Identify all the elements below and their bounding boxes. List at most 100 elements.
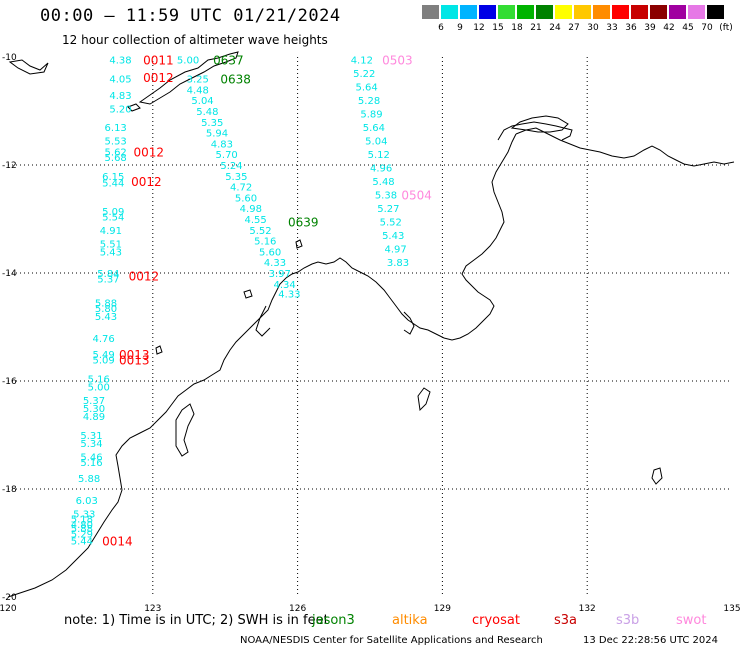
lat-label: -18 bbox=[2, 485, 17, 495]
wave-height-value: 5.53 bbox=[105, 137, 127, 148]
islands-small-2 bbox=[243, 289, 253, 299]
lat-lon-grid bbox=[8, 57, 732, 597]
satellite-name: s3a bbox=[554, 613, 578, 628]
wave-height-value: 5.46 bbox=[80, 453, 102, 464]
wave-height-value: 5.68 bbox=[105, 153, 127, 164]
pass-time-label: 0011 bbox=[143, 54, 174, 68]
wave-height-value: 5.16 bbox=[254, 237, 276, 248]
lat-label: -12 bbox=[2, 161, 17, 171]
map-title: 00:00 – 11:59 UTC 01/21/2024 bbox=[40, 6, 341, 26]
legend-swatch bbox=[460, 5, 477, 19]
wave-height-value: 5.16 bbox=[88, 374, 110, 385]
wave-height-value: 5.43 bbox=[95, 312, 117, 323]
legend-swatch bbox=[707, 5, 724, 19]
wave-height-value: 5.24 bbox=[220, 161, 242, 172]
wave-height-value: 5.38 bbox=[375, 191, 397, 202]
legend-label: 30 bbox=[587, 23, 599, 33]
wave-height-value: 5.51 bbox=[100, 239, 122, 250]
melville-island bbox=[510, 115, 569, 133]
wave-height-value: 6.03 bbox=[76, 496, 98, 507]
legend-swatch bbox=[669, 5, 686, 19]
wave-height-value: 5.09 bbox=[92, 355, 114, 366]
wave-height-value: 4.83 bbox=[211, 139, 233, 150]
lon-label: 123 bbox=[144, 604, 161, 614]
pass-time-label: 0012 bbox=[133, 146, 164, 160]
pass-time-label: 0014 bbox=[102, 534, 133, 548]
wave-height-value: 4.33 bbox=[278, 290, 300, 301]
lat-label: -16 bbox=[2, 377, 17, 387]
wave-height-value: 5.37 bbox=[83, 396, 105, 407]
satellite-name: cryosat bbox=[472, 613, 520, 628]
legend-swatch bbox=[441, 5, 458, 19]
wave-height-value: 5.09 bbox=[102, 207, 124, 218]
legend-label: 18 bbox=[511, 23, 523, 33]
wave-height-value: 5.88 bbox=[71, 524, 93, 535]
legend-swatch bbox=[650, 5, 667, 19]
wave-height-value: 5.43 bbox=[382, 231, 404, 242]
legend-label: 24 bbox=[549, 23, 561, 33]
wave-height-value: 5.70 bbox=[216, 150, 238, 161]
wave-height-value: 5.80 bbox=[95, 304, 117, 315]
wave-height-value: 5.35 bbox=[201, 118, 223, 129]
pass-time-label: 0012 bbox=[143, 71, 174, 85]
legend-swatch bbox=[574, 5, 591, 19]
legend-label: 15 bbox=[492, 23, 504, 33]
wave-height-value: 5.52 bbox=[249, 226, 271, 237]
legend-unit: (ft) bbox=[719, 23, 733, 33]
wave-height-value: 4.80 bbox=[71, 520, 93, 531]
wave-height-value: 5.18 bbox=[71, 515, 93, 526]
wave-height-value: 5.48 bbox=[196, 107, 218, 118]
wave-height-value: 4.72 bbox=[230, 183, 252, 194]
legend-label: 12 bbox=[473, 23, 485, 33]
legend-swatch bbox=[612, 5, 629, 19]
wave-height-value: 5.64 bbox=[363, 123, 385, 134]
legend-swatch bbox=[555, 5, 572, 19]
pass-time-label: 0637 bbox=[213, 54, 244, 68]
pass-time-label: 0013 bbox=[119, 353, 150, 367]
legend-swatch bbox=[631, 5, 648, 19]
wave-height-value: 5.20 bbox=[109, 104, 131, 115]
wave-height-value: 4.48 bbox=[187, 85, 209, 96]
wave-height-value: 5.62 bbox=[105, 148, 127, 159]
cobourg-peninsula bbox=[497, 121, 573, 141]
arnhem-land bbox=[515, 127, 735, 167]
wave-height-value: 3.25 bbox=[187, 75, 209, 86]
pass-time-label: 0012 bbox=[131, 175, 162, 189]
wave-height-value: 5.54 bbox=[102, 212, 124, 223]
wave-height-value: 5.94 bbox=[206, 129, 228, 140]
wave-height-value: 5.48 bbox=[372, 177, 394, 188]
island-timor bbox=[138, 51, 239, 105]
axis-labels: 120 123 126 129 132 135 -10 -12 -14 -16 -18 -20 bbox=[0, 53, 740, 614]
king-sound bbox=[175, 403, 195, 457]
lat-label: -10 bbox=[2, 53, 17, 63]
wave-height-value: 5.88 bbox=[78, 474, 100, 485]
wave-height-value: 5.88 bbox=[95, 299, 117, 310]
lon-label: 132 bbox=[579, 604, 596, 614]
wave-height-value: 4.91 bbox=[100, 226, 122, 237]
islands-small-1 bbox=[155, 345, 163, 355]
wave-height-value: 5.04 bbox=[365, 137, 387, 148]
lon-label: 135 bbox=[723, 604, 740, 614]
kimberley-inlet bbox=[403, 311, 415, 335]
map-subtitle: 12 hour collection of altimeter wave hei… bbox=[62, 33, 328, 47]
wave-height-value: 4.34 bbox=[273, 280, 295, 291]
wave-height-value: 5.28 bbox=[358, 96, 380, 107]
australia-coast bbox=[7, 133, 517, 598]
wave-height-value: 4.55 bbox=[245, 215, 267, 226]
wave-height-value: 5.22 bbox=[353, 69, 375, 80]
footer-org: NOAA/NESDIS Center for Satellite Applica… bbox=[240, 635, 543, 646]
kimberley-inlet-2 bbox=[255, 305, 271, 337]
wave-height-value: 5.49 bbox=[92, 350, 114, 361]
wave-height-value: 5.35 bbox=[225, 172, 247, 183]
satellite-name: s3b bbox=[616, 613, 640, 628]
islands-bonaparte bbox=[417, 387, 431, 412]
footer-date: 13 Dec 22:28:56 UTC 2024 bbox=[583, 635, 718, 646]
legend-label: 9 bbox=[457, 23, 463, 33]
wave-height-value: 4.96 bbox=[370, 164, 392, 175]
wave-height-value: 6.13 bbox=[105, 123, 127, 134]
wave-height-value: 5.30 bbox=[83, 404, 105, 415]
legend-swatch bbox=[479, 5, 496, 19]
island-rote bbox=[127, 103, 141, 112]
wave-height-value: 4.38 bbox=[109, 56, 131, 67]
